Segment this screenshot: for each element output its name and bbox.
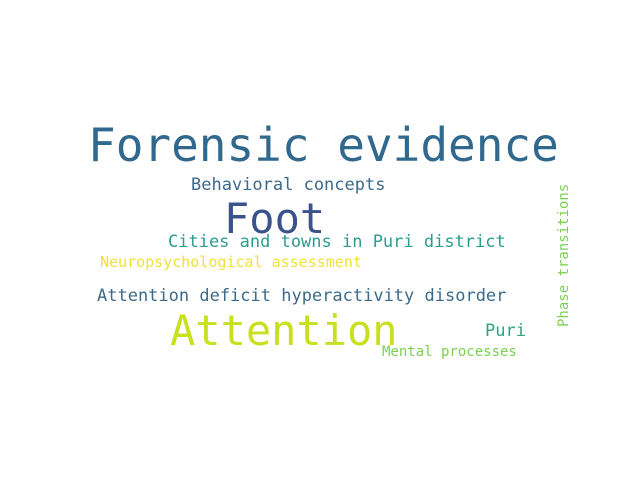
word-attention: Attention: [170, 306, 398, 355]
word-behavioral-concepts: Behavioral concepts: [191, 175, 386, 195]
word-puri: Puri: [485, 321, 526, 341]
word-neuropsychological-assessment: Neuropsychological assessment: [100, 253, 362, 271]
word-mental-processes: Mental processes: [382, 344, 517, 360]
word-cities-and-towns-in-puri-district: Cities and towns in Puri district: [168, 232, 506, 252]
word-forensic-evidence: Forensic evidence: [88, 118, 559, 172]
word-phase-transitions: Phase transitions: [556, 183, 572, 327]
word-foot: Foot: [224, 194, 326, 243]
word-attention-deficit-hyperactivity-disorder: Attention deficit hyperactivity disorder: [97, 286, 507, 306]
